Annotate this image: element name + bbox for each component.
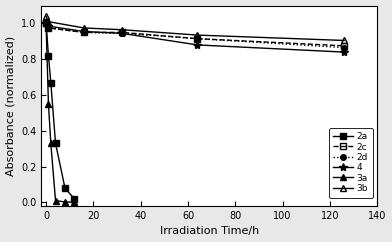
4 xyxy=(342,51,347,53)
2d xyxy=(82,31,86,34)
Line: 2c: 2c xyxy=(43,21,347,49)
3b xyxy=(342,39,347,42)
Line: 4: 4 xyxy=(42,19,348,56)
3b xyxy=(195,34,200,37)
Y-axis label: Absorbance (normalized): Absorbance (normalized) xyxy=(5,36,16,176)
2a xyxy=(44,22,49,25)
2d xyxy=(342,46,347,49)
3b xyxy=(120,28,124,31)
Legend: 2a, 2c, 2d, 4, 3a, 3b: 2a, 2c, 2d, 4, 3a, 3b xyxy=(329,128,373,197)
3b xyxy=(46,20,51,23)
3a xyxy=(46,103,51,106)
4 xyxy=(44,22,49,25)
3b xyxy=(82,26,86,29)
Line: 3b: 3b xyxy=(43,13,348,44)
4 xyxy=(195,44,200,46)
4 xyxy=(82,30,86,33)
2a xyxy=(63,187,67,189)
2a xyxy=(46,54,51,57)
2d xyxy=(44,22,49,25)
2c xyxy=(342,44,347,47)
Line: 3a: 3a xyxy=(43,20,78,206)
2a xyxy=(49,81,53,84)
4 xyxy=(120,32,124,35)
2c xyxy=(195,37,200,40)
2c xyxy=(82,31,86,34)
2d xyxy=(46,26,51,29)
2d xyxy=(195,37,200,40)
2c xyxy=(46,26,51,29)
3a xyxy=(72,201,77,204)
3a xyxy=(44,22,49,25)
3a xyxy=(53,199,58,202)
2c xyxy=(120,31,124,34)
X-axis label: Irradiation Time/h: Irradiation Time/h xyxy=(160,227,259,236)
2a xyxy=(53,142,58,145)
2a xyxy=(72,197,77,200)
2c xyxy=(44,22,49,25)
3b xyxy=(44,15,49,18)
3a xyxy=(63,200,67,203)
Line: 2d: 2d xyxy=(43,21,347,50)
3a xyxy=(49,142,53,145)
2d xyxy=(120,32,124,35)
Line: 2a: 2a xyxy=(43,21,77,202)
4 xyxy=(46,25,51,28)
